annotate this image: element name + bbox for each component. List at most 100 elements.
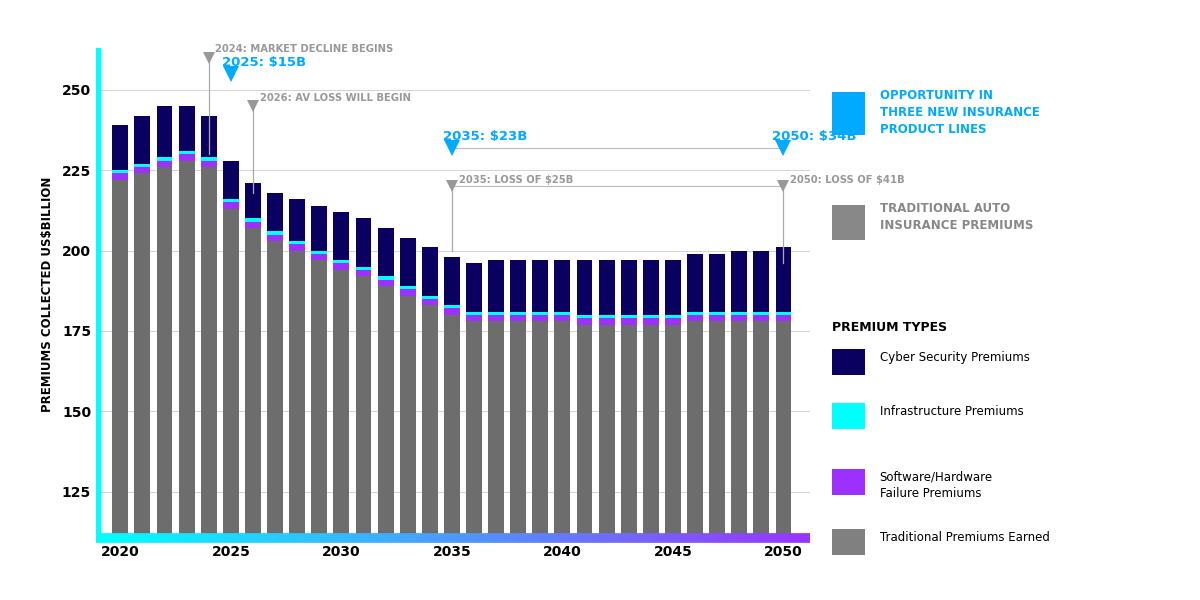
Bar [400, 296, 415, 600]
Bar [533, 260, 548, 311]
Text: TRADITIONAL AUTO
INSURANCE PREMIUMS: TRADITIONAL AUTO INSURANCE PREMIUMS [880, 202, 1033, 232]
Bar [510, 315, 526, 322]
Bar [599, 315, 614, 318]
Bar [620, 325, 637, 600]
Bar [223, 161, 239, 199]
Bar [665, 315, 680, 318]
Bar [422, 305, 438, 600]
Bar [378, 228, 394, 277]
Bar [334, 270, 349, 600]
Bar [576, 315, 593, 318]
Text: 2025: $15B: 2025: $15B [222, 56, 306, 69]
Bar [134, 116, 150, 164]
Bar [466, 315, 482, 322]
Bar [510, 260, 526, 311]
Bar [156, 157, 173, 161]
Bar [709, 311, 725, 315]
Bar [775, 322, 792, 600]
Bar [245, 218, 260, 221]
Bar [688, 315, 703, 322]
Bar [754, 322, 769, 600]
Bar [400, 286, 415, 289]
Bar [113, 180, 128, 600]
Bar [223, 199, 239, 202]
Bar [688, 254, 703, 311]
Bar [533, 322, 548, 600]
Bar [245, 221, 260, 228]
Text: OPPORTUNITY IN
THREE NEW INSURANCE
PRODUCT LINES: OPPORTUNITY IN THREE NEW INSURANCE PRODU… [880, 89, 1039, 136]
Bar [775, 315, 792, 322]
Y-axis label: PREMIUMS COLLECTED US$BILLION: PREMIUMS COLLECTED US$BILLION [41, 176, 54, 412]
Bar [179, 154, 194, 161]
Bar [311, 251, 328, 254]
Bar [311, 260, 328, 600]
Bar [200, 167, 217, 600]
Bar [688, 322, 703, 600]
Bar [444, 305, 460, 308]
Bar [754, 311, 769, 315]
Text: 2024: MARKET DECLINE BEGINS: 2024: MARKET DECLINE BEGINS [215, 44, 394, 55]
Text: Software/Hardware
Failure Premiums: Software/Hardware Failure Premiums [880, 471, 992, 500]
Bar [554, 315, 570, 322]
Bar [223, 202, 239, 209]
Bar [378, 280, 394, 286]
Bar [576, 325, 593, 600]
Bar [533, 315, 548, 322]
Bar [731, 251, 748, 311]
Bar [245, 183, 260, 218]
Bar [688, 311, 703, 315]
Bar [643, 325, 659, 600]
Bar [444, 315, 460, 600]
Bar [709, 322, 725, 600]
Bar [268, 241, 283, 600]
Bar [378, 277, 394, 280]
Bar [268, 193, 283, 231]
Bar [334, 260, 349, 263]
Bar [599, 318, 614, 325]
Bar [355, 266, 372, 270]
Bar [754, 251, 769, 311]
Bar [620, 315, 637, 318]
Bar [422, 299, 438, 305]
Bar [576, 260, 593, 315]
Bar [665, 260, 680, 315]
Bar [731, 311, 748, 315]
Bar [289, 251, 305, 600]
Bar [223, 209, 239, 600]
Bar [643, 315, 659, 318]
Bar [134, 164, 150, 167]
Text: 2050: $34B: 2050: $34B [773, 130, 857, 143]
Bar [134, 167, 150, 173]
Bar [289, 241, 305, 244]
Bar [200, 116, 217, 157]
Bar [334, 212, 349, 260]
Text: 2026: AV LOSS WILL BEGIN: 2026: AV LOSS WILL BEGIN [259, 92, 410, 103]
Bar [113, 173, 128, 180]
Bar [355, 218, 372, 266]
Bar [643, 260, 659, 315]
Bar [731, 315, 748, 322]
Bar [156, 167, 173, 600]
Bar [268, 235, 283, 241]
Bar [156, 161, 173, 167]
Bar [488, 260, 504, 311]
Bar [754, 315, 769, 322]
Bar [599, 325, 614, 600]
Bar [179, 161, 194, 600]
Bar [156, 106, 173, 157]
Bar [488, 322, 504, 600]
Bar [268, 231, 283, 235]
Bar [289, 244, 305, 251]
Text: PREMIUM TYPES: PREMIUM TYPES [832, 321, 947, 334]
Bar [113, 170, 128, 173]
Bar [179, 151, 194, 154]
Bar [665, 325, 680, 600]
Bar [289, 199, 305, 241]
Bar [355, 277, 372, 600]
Text: Infrastructure Premiums: Infrastructure Premiums [880, 405, 1024, 418]
Bar [643, 318, 659, 325]
Bar [400, 238, 415, 286]
Bar [510, 311, 526, 315]
Bar [334, 263, 349, 270]
Bar [245, 228, 260, 600]
